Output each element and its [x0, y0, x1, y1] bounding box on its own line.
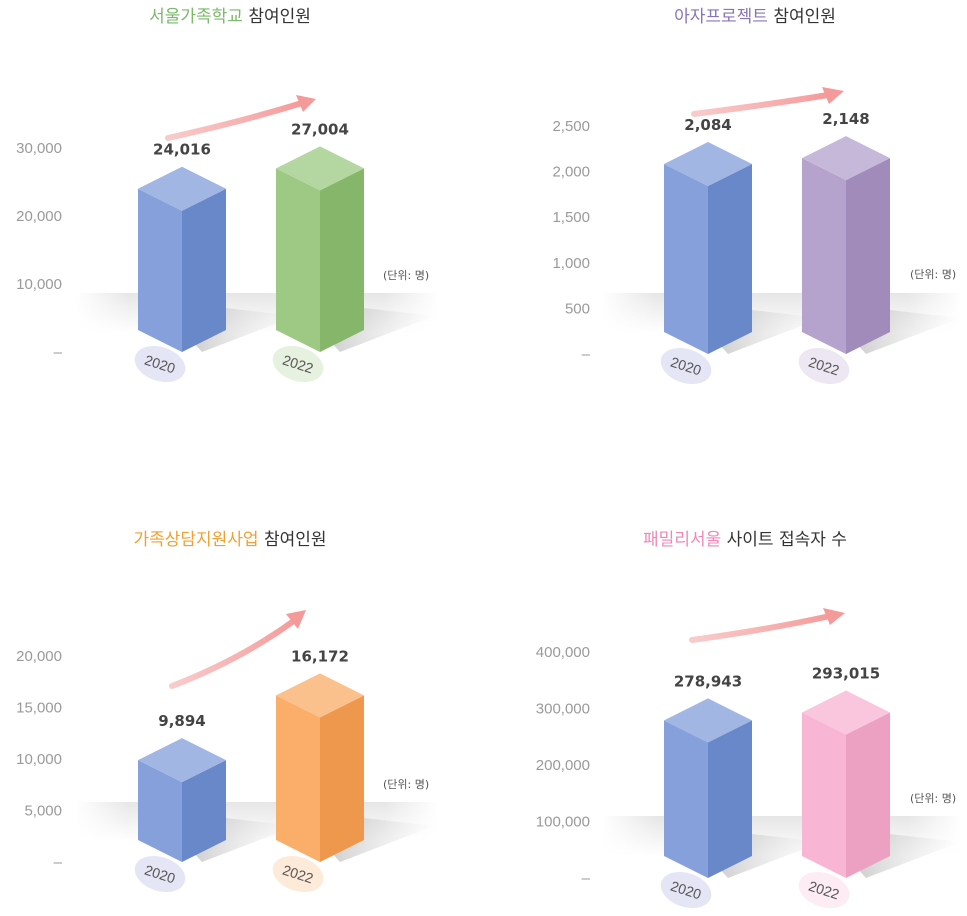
bar-top-face: [802, 690, 890, 735]
chart-title-rest: 참여인원: [243, 7, 311, 27]
chart-title-rest: 참여인원: [768, 7, 836, 27]
y-tick-label: 1,000: [552, 255, 590, 272]
chart-title: 가족상담지원사업 참여인원: [133, 530, 326, 550]
trend-arrow: [689, 613, 833, 643]
y-tick-label: 2,000: [552, 164, 590, 181]
y-tick-label: 30,000: [16, 140, 62, 157]
bar-left-face: [664, 163, 708, 354]
trend-arrow: [691, 92, 831, 117]
y-tick-label: 20,000: [16, 208, 62, 225]
bar-right-face: [320, 168, 364, 352]
bar-left-face: [276, 168, 320, 352]
year-pill: [798, 871, 850, 909]
bar-right-face: [320, 695, 364, 862]
bar-right-face: [846, 158, 890, 354]
bar-value-label: 2,148: [822, 110, 869, 128]
chart-title-highlight: 서울가족학교: [149, 7, 243, 27]
year-pill: [660, 871, 712, 909]
bar-value-label: 16,172: [291, 647, 349, 665]
chart-title: 패밀리서울 사이트 접속자 수: [643, 530, 847, 550]
bar-value-label: 9,894: [158, 712, 205, 730]
bar-right-face: [708, 163, 752, 354]
chart-title-highlight: 패밀리서울: [643, 530, 721, 550]
bar-2020: [138, 738, 296, 862]
y-tick-label: –: [54, 344, 63, 361]
chart-panel-4: 패밀리서울 사이트 접속자 수 – 100,000 200,000 300,000 400…: [536, 530, 962, 909]
bar-top-face: [664, 698, 752, 743]
y-tick-label: –: [582, 346, 591, 363]
y-tick-label: 10,000: [16, 276, 62, 293]
bar-value-label: 278,943: [674, 672, 742, 690]
trend-arrow-head: [822, 87, 844, 104]
chart-title-rest: 사이트 접속자 수: [721, 530, 847, 550]
bar-right-face: [182, 760, 226, 862]
y-tick-label: 100,000: [536, 814, 590, 831]
y-tick-label: 5,000: [24, 803, 62, 820]
chart-title-highlight: 아자프로젝트: [674, 7, 768, 27]
bar-value-label: 293,015: [812, 664, 880, 682]
unit-label: (단위: 명): [910, 792, 956, 805]
year-pill: [272, 345, 324, 383]
chart-title-highlight: 가족상담지원사업: [133, 530, 258, 550]
bar-left-face: [138, 760, 182, 862]
bar-left-face: [802, 712, 846, 878]
trend-arrow-head: [296, 95, 316, 112]
y-tick-label: 400,000: [536, 644, 590, 661]
year-pill: [660, 347, 712, 385]
bar-top-face: [138, 738, 226, 783]
bar-left-face: [802, 158, 846, 354]
y-tick-label: 500: [565, 300, 590, 317]
bar-right-face: [708, 720, 752, 878]
y-tick-label: 200,000: [536, 757, 590, 774]
y-tick-label: –: [582, 870, 591, 887]
chart-panel-2: 아자프로젝트 참여인원 – 500 1,000 1,500 2,000 2,500 (단위: …: [552, 7, 962, 385]
bar-top-face: [664, 141, 752, 186]
unit-label: (단위: 명): [910, 268, 956, 281]
bar-left-face: [664, 720, 708, 878]
bar-2022: [276, 673, 434, 862]
bar-value-label: 24,016: [153, 141, 211, 159]
unit-label: (단위: 명): [383, 778, 429, 791]
unit-label: (단위: 명): [383, 269, 429, 282]
bar-right-face: [182, 188, 226, 352]
bar-2022: [802, 690, 960, 878]
bar-value-label: 2,084: [684, 116, 731, 134]
bar-top-face: [276, 673, 364, 718]
y-tick-label: 15,000: [16, 700, 62, 717]
y-tick-label: –: [54, 854, 63, 871]
bar-left-face: [138, 188, 182, 352]
bar-top-face: [276, 146, 364, 191]
chart-panel-1: 서울가족학교 참여인원 – 10,000 20,000 30,000 (단위: 명) 24,…: [16, 7, 438, 383]
y-tick-label: 20,000: [16, 648, 62, 665]
year-pill: [272, 855, 324, 893]
y-tick-label: 2,500: [552, 118, 590, 135]
year-pill: [134, 855, 186, 893]
trend-arrow: [165, 100, 305, 141]
bar-2020: [664, 698, 822, 878]
bar-top-face: [138, 166, 226, 211]
year-pill: [134, 345, 186, 383]
bar-top-face: [802, 136, 890, 181]
y-tick-label: 10,000: [16, 751, 62, 768]
bar-2022: [802, 136, 960, 354]
y-tick-label: 300,000: [536, 701, 590, 718]
bar-right-face: [846, 712, 890, 878]
trend-arrow-head: [823, 608, 845, 625]
bar-2020: [664, 141, 822, 354]
bar-2020: [138, 166, 296, 352]
bar-2022: [276, 146, 434, 352]
chart-title-rest: 참여인원: [259, 530, 327, 550]
bar-value-label: 27,004: [291, 120, 349, 138]
chart-panel-3: 가족상담지원사업 참여인원 – 5,000 10,000 15,000 20,000 (단위…: [16, 530, 438, 893]
trend-arrow-head: [286, 610, 306, 629]
y-tick-label: 1,500: [552, 209, 590, 226]
chart-title: 아자프로젝트 참여인원: [674, 7, 836, 27]
chart-title: 서울가족학교 참여인원: [149, 7, 311, 27]
year-pill: [798, 347, 850, 385]
bar-left-face: [276, 695, 320, 862]
trend-arrow: [169, 617, 298, 689]
